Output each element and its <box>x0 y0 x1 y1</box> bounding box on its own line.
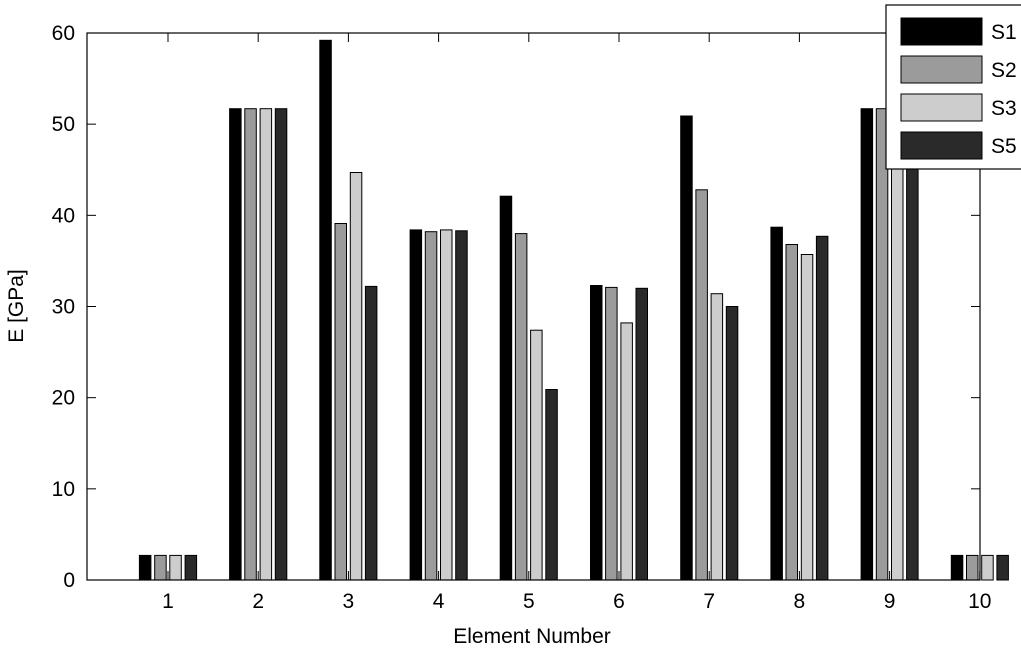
bar-s3-8 <box>800 254 814 581</box>
bar-s1-1 <box>138 554 152 581</box>
x-tick-label: 7 <box>703 590 715 613</box>
bar-s1-3 <box>319 39 332 581</box>
bar-s3-9 <box>891 108 904 581</box>
bar-s2-10 <box>966 554 979 581</box>
bar-s2-8 <box>785 244 798 581</box>
x-tick-label: 6 <box>613 590 625 613</box>
bar-s2-5 <box>514 233 528 581</box>
legend-label-s5: S5 <box>991 135 1017 158</box>
x-tick-label: 4 <box>433 590 445 613</box>
bars-group <box>138 39 1009 581</box>
x-tick-label: 1 <box>162 590 174 613</box>
y-tick-label: 0 <box>63 569 75 592</box>
x-axis-label: Element Number <box>453 625 611 648</box>
bar-s2-9 <box>875 108 889 581</box>
legend-swatch-s5 <box>900 131 983 160</box>
bar-s3-2 <box>259 108 273 581</box>
bar-s3-5 <box>530 329 543 581</box>
bar-s2-6 <box>605 286 618 581</box>
bar-s5-1 <box>184 554 198 581</box>
bar-s5-8 <box>815 235 829 581</box>
x-tick-label: 9 <box>884 590 896 613</box>
bar-s3-7 <box>710 293 724 581</box>
bar-s1-4 <box>409 229 423 581</box>
bar-s1-9 <box>860 108 874 581</box>
x-tick-label: 5 <box>523 590 535 613</box>
bar-s2-4 <box>424 231 438 581</box>
x-tick-label: 10 <box>968 590 991 613</box>
y-axis-label: E [GPa] <box>5 269 28 343</box>
bar-s5-5 <box>545 389 558 581</box>
bar-s3-3 <box>349 172 363 581</box>
bar-s5-6 <box>635 287 648 581</box>
bar-s3-1 <box>169 554 182 581</box>
bar-s5-7 <box>725 306 739 581</box>
bar-s3-10 <box>981 554 994 581</box>
bar-s5-10 <box>996 554 1009 581</box>
legend-label-s1: S1 <box>991 21 1017 44</box>
y-tick-label: 10 <box>52 478 75 501</box>
bar-s3-6 <box>620 322 633 581</box>
bar-s2-3 <box>334 223 347 581</box>
x-tick-label: 2 <box>252 590 264 613</box>
y-tick-label: 20 <box>52 387 75 410</box>
bar-s3-4 <box>440 229 453 581</box>
y-tick-label: 40 <box>52 204 75 227</box>
bar-s5-2 <box>274 108 288 581</box>
bar-s1-5 <box>499 195 513 581</box>
x-tick-label: 8 <box>794 590 806 613</box>
bar-s5-9 <box>906 108 919 581</box>
bar-s1-6 <box>590 285 603 581</box>
bar-s1-7 <box>680 115 693 581</box>
ticks-group: 0 10 20 30 40 50 60 1 2 3 4 5 6 7 8 9 10 <box>52 22 992 613</box>
bar-s5-4 <box>455 230 468 581</box>
legend-swatch-s2 <box>900 55 983 84</box>
x-tick-label: 3 <box>343 590 355 613</box>
bar-s2-2 <box>244 108 257 581</box>
y-tick-label: 50 <box>52 113 75 136</box>
bar-s1-2 <box>229 108 242 581</box>
y-tick-label: 30 <box>52 296 75 319</box>
bar-s1-8 <box>770 226 783 581</box>
bar-s2-7 <box>695 189 708 581</box>
bar-s2-1 <box>154 554 167 581</box>
legend: S1 S2 S3 S5 <box>885 4 1021 170</box>
legend-swatch-s1 <box>900 17 983 46</box>
legend-label-s2: S2 <box>991 59 1017 82</box>
bar-s1-10 <box>950 554 964 581</box>
bar-s5-3 <box>364 285 378 581</box>
y-tick-label: 60 <box>52 22 75 45</box>
legend-swatch-s3 <box>900 93 983 122</box>
legend-label-s3: S3 <box>991 97 1017 120</box>
